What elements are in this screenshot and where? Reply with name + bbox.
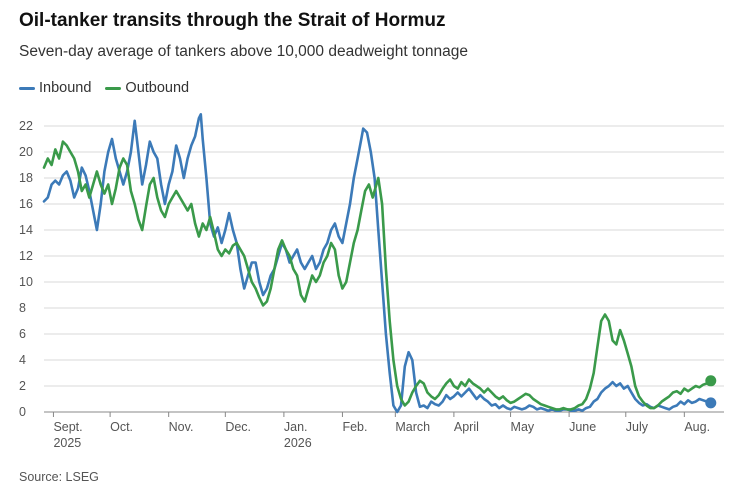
y-tick-label: 0	[19, 405, 26, 419]
x-tick-label: Jan.	[284, 420, 308, 434]
x-tick-year-label: 2026	[284, 436, 312, 450]
y-tick-label: 14	[19, 223, 33, 237]
x-tick-label: May	[511, 420, 535, 434]
chart-subtitle: Seven-day average of tankers above 10,00…	[19, 43, 468, 60]
y-tick-label: 12	[19, 249, 33, 263]
x-tick-label: June	[569, 420, 596, 434]
end-marker-inbound	[705, 397, 717, 409]
y-tick-label: 16	[19, 197, 33, 211]
x-tick-label: Aug.	[684, 420, 710, 434]
x-tick-label: Sept.	[53, 420, 82, 434]
legend-swatch-inbound	[19, 86, 35, 90]
x-axis-ticks: Sept. 2025 Oct. Nov. Dec. Jan. 2026 Feb. March Ap…	[52, 412, 710, 450]
x-tick-label: April	[454, 420, 479, 434]
x-tick-label: Dec.	[225, 420, 251, 434]
series-line-inbound	[42, 113, 713, 414]
legend-item-outbound: Outbound	[105, 80, 189, 96]
y-axis-ticks: 0 2 4 6 8 10 12 14 16 18 20 22	[19, 119, 33, 419]
series-line-outbound	[42, 140, 713, 411]
chart-title: Oil-tanker transits through the Strait o…	[19, 10, 446, 31]
y-tick-label: 22	[19, 119, 33, 133]
source-note: Source: LSEG	[19, 470, 99, 484]
x-tick-year-label: 2025	[53, 436, 81, 450]
x-tick-label: Oct.	[110, 420, 133, 434]
end-marker-outbound	[705, 375, 717, 387]
y-tick-label: 10	[19, 275, 33, 289]
y-tick-label: 2	[19, 379, 26, 393]
series-lines	[42, 113, 713, 414]
x-tick-label: Nov.	[169, 420, 194, 434]
y-tick-label: 4	[19, 353, 26, 367]
legend-label-outbound: Outbound	[125, 80, 190, 96]
x-tick-label: Feb.	[342, 420, 367, 434]
legend: Inbound Outbound	[19, 80, 189, 96]
legend-swatch-outbound	[105, 86, 122, 90]
y-tick-label: 18	[19, 171, 33, 185]
y-tick-label: 20	[19, 145, 33, 159]
x-tick-label: March	[395, 420, 430, 434]
y-tick-label: 6	[19, 327, 26, 341]
series-end-markers	[705, 375, 717, 409]
legend-label-inbound: Inbound	[39, 80, 92, 96]
legend-item-inbound: Inbound	[19, 80, 91, 96]
x-tick-label: July	[626, 420, 649, 434]
y-tick-label: 8	[19, 301, 26, 315]
